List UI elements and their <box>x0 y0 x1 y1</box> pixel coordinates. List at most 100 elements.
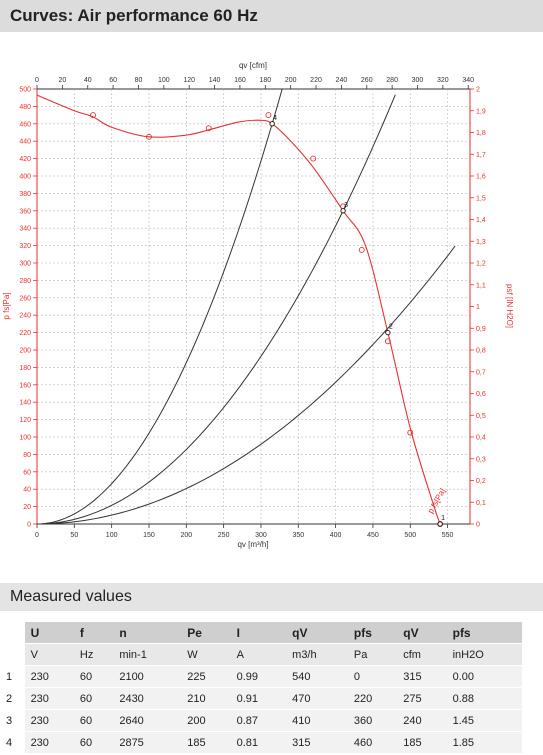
table-cell: 0.00 <box>446 665 522 688</box>
x2-tick-label: 40 <box>84 77 92 84</box>
table-cell: 315 <box>286 731 348 754</box>
x2-tick-label: 340 <box>462 77 474 84</box>
y2-tick-label: 0,2 <box>476 478 486 485</box>
y2-tick-label: 0,6 <box>476 391 486 398</box>
x2-tick-label: 240 <box>336 77 348 84</box>
table-cell: 230 <box>24 665 74 688</box>
y2-tick-label: 1,1 <box>476 282 486 289</box>
y-tick-label: 120 <box>19 417 31 424</box>
header-cell-qv-cfm: qV <box>397 622 447 644</box>
system-curve-1 <box>36 88 283 525</box>
x-tick-label: 550 <box>442 532 454 539</box>
y2-tick-label: 1,4 <box>476 217 486 224</box>
y-tick-label: 0 <box>27 522 31 529</box>
unit-cell: Hz <box>73 643 114 666</box>
x-tick-label: 200 <box>180 532 192 539</box>
y-tick-label: 200 <box>19 348 31 355</box>
y-tick-label: 40 <box>23 487 31 494</box>
unit-cell: A <box>230 643 287 666</box>
table-units-row: V Hz min-1 W A m3/h Pa cfm inH2O <box>0 643 522 666</box>
header-cell-pfs: pfs <box>347 622 398 644</box>
table-cell: 60 <box>73 731 114 754</box>
operating-point-label: 3 <box>344 202 348 209</box>
operating-point-label: 4 <box>273 115 277 122</box>
table-cell: 1.45 <box>446 709 522 732</box>
x2-tick-label: 120 <box>183 77 195 84</box>
table-row: 2 230 60 2430 210 0.91 470 220 275 0.88 <box>0 687 522 710</box>
y-tick-label: 440 <box>19 139 31 146</box>
x2-tick-label: 60 <box>109 77 117 84</box>
table-cell: 225 <box>181 665 231 688</box>
x-tick-label: 500 <box>404 532 416 539</box>
row-id-cell: 4 <box>0 731 25 754</box>
x-axis-label: qv [m³/h] <box>237 540 268 549</box>
system-curve-2 <box>36 94 396 525</box>
x2-tick-label: 320 <box>437 77 449 84</box>
fan-curve-marker <box>146 133 152 140</box>
y2-tick-label: 1,6 <box>476 174 486 181</box>
x2-tick-label: 260 <box>361 77 373 84</box>
x-tick-label: 100 <box>106 532 118 539</box>
header-cell-f: f <box>73 622 114 644</box>
table-cell: 0.88 <box>446 687 522 710</box>
x-tick-label: 250 <box>218 532 230 539</box>
y-tick-label: 340 <box>19 226 31 233</box>
row-id-cell: 2 <box>0 687 25 710</box>
header-cell-blank <box>0 622 25 644</box>
unit-cell: inH2O <box>446 643 522 666</box>
grid <box>37 89 470 524</box>
table-cell: 200 <box>181 709 231 732</box>
y-tick-label: 260 <box>19 295 31 302</box>
y-tick-label: 320 <box>19 243 31 250</box>
plot-area <box>36 88 471 525</box>
table-cell: 185 <box>181 731 231 754</box>
table-body: 1 230 60 2100 225 0.99 540 0 315 0.00 2 230 60 2430 21… <box>0 665 522 754</box>
x-tick-label: 150 <box>143 532 155 539</box>
y2-tick-label: 1,3 <box>476 239 486 246</box>
fan-curve <box>36 94 441 525</box>
x-tick-label: 350 <box>292 532 304 539</box>
title-bar: Curves: Air performance 60 Hz <box>0 0 543 32</box>
unit-cell-blank <box>0 643 25 666</box>
table-cell: 0.99 <box>230 665 287 688</box>
y-tick-label: 500 <box>19 87 31 94</box>
x2-tick-label: 220 <box>310 77 322 84</box>
table-cell: 60 <box>73 709 114 732</box>
operating-point-label: 1 <box>441 515 445 522</box>
fan-curve-marker <box>205 125 212 132</box>
y2-tick-label: 0,4 <box>476 435 486 442</box>
x2-tick-label: 140 <box>209 77 221 84</box>
y2-tick-label: 1,5 <box>476 195 486 202</box>
system-curve-3 <box>36 245 456 525</box>
table-cell: 230 <box>24 731 74 754</box>
x-tick-label: 300 <box>255 532 267 539</box>
y-tick-label: 280 <box>19 278 31 285</box>
x2-tick-label: 0 <box>35 77 39 84</box>
table-cell: 540 <box>286 665 348 688</box>
unit-cell: Pa <box>347 643 398 666</box>
table-cell: 2430 <box>113 687 182 710</box>
table-cell: 2875 <box>113 731 182 754</box>
table-cell: 0.91 <box>230 687 287 710</box>
unit-cell: min-1 <box>113 643 182 666</box>
fan-curve-marker <box>358 246 365 253</box>
y2-tick-label: 0,8 <box>476 348 486 355</box>
x2-tick-label: 100 <box>158 77 170 84</box>
unit-cell: cfm <box>397 643 447 666</box>
y-tick-label: 300 <box>19 261 31 268</box>
y-tick-label: 180 <box>19 365 31 372</box>
y-tick-label: 80 <box>23 452 31 459</box>
y2-tick-label: 2 <box>476 87 480 94</box>
table-cell: 60 <box>73 687 114 710</box>
x2-axis-label: qv [cfm] <box>239 61 267 70</box>
table-row: 4 230 60 2875 185 0.81 315 460 185 1.85 <box>0 731 522 754</box>
measured-values-bar: Measured values <box>0 583 543 611</box>
operating-point <box>437 521 443 527</box>
unit-cell: W <box>181 643 231 666</box>
unit-cell: V <box>24 643 74 666</box>
y-tick-label: 420 <box>19 156 31 163</box>
y-tick-label: 20 <box>23 504 31 511</box>
row-id-cell: 3 <box>0 709 25 732</box>
